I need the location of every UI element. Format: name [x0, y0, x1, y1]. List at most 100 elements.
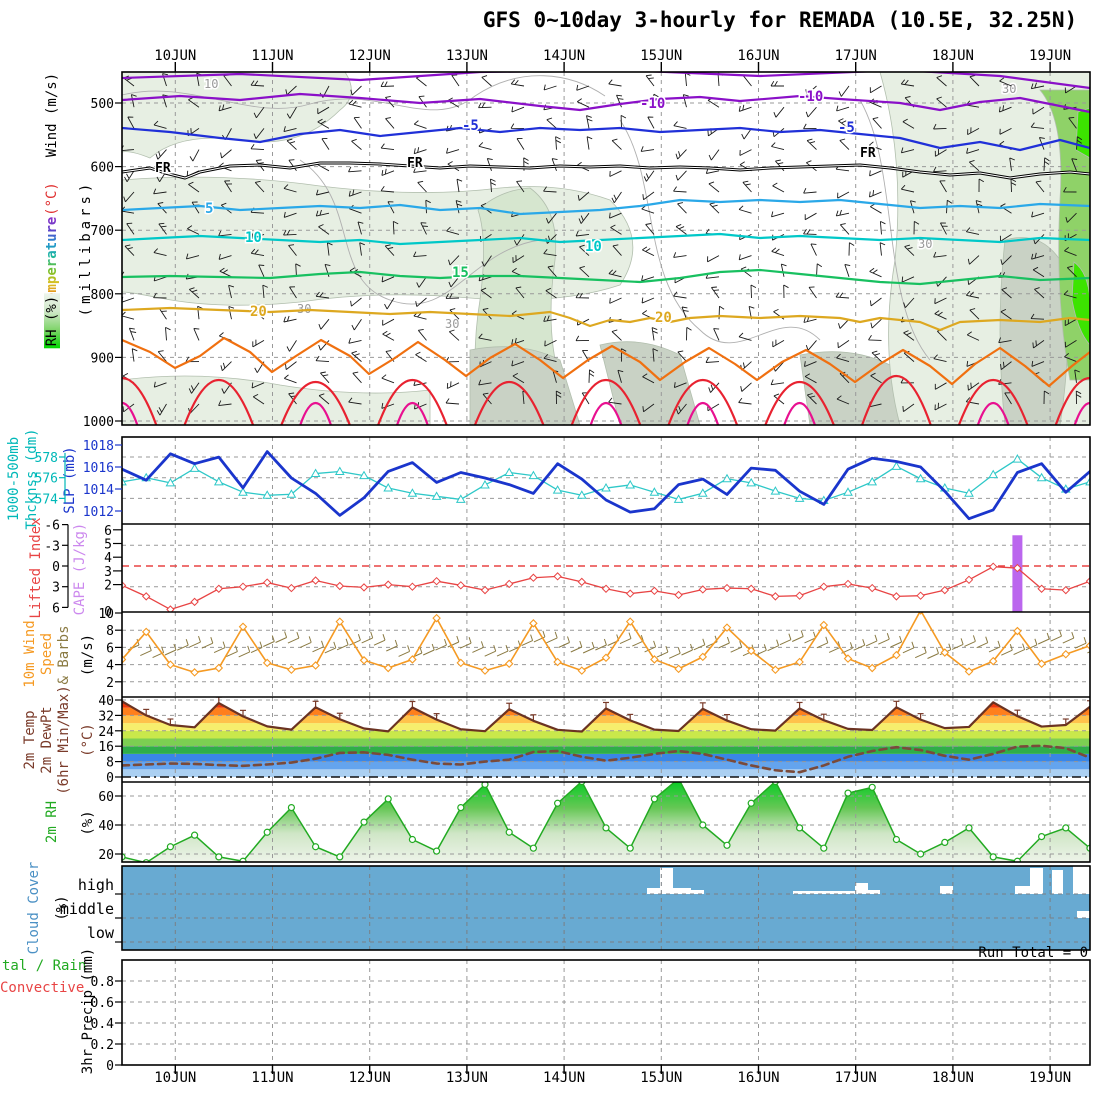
rh-marker	[360, 818, 368, 826]
wind10-barb	[755, 644, 767, 656]
wind-barb	[1032, 266, 1045, 278]
wind-barb	[153, 248, 167, 257]
wind-barb	[836, 353, 850, 363]
date-label-bottom: 17JUN	[835, 1070, 877, 1086]
wind-barb	[288, 159, 297, 172]
wind-barb	[708, 149, 720, 161]
wind-barb	[220, 149, 232, 159]
rh-marker	[844, 789, 852, 797]
thickness-marker	[310, 468, 321, 478]
pressure-tick: 800	[91, 288, 114, 303]
wind-barb	[645, 223, 655, 235]
wind-barb	[153, 188, 167, 195]
wind-barb	[1063, 186, 1077, 193]
cape-bar	[1012, 535, 1023, 612]
wind10-barb	[1001, 644, 1013, 656]
wind-barb	[771, 142, 785, 151]
thickness-marker	[649, 487, 660, 496]
wind-barb	[384, 244, 395, 256]
wind-barb	[481, 75, 492, 87]
wind-barb	[188, 382, 200, 394]
wind-barb	[318, 393, 330, 405]
wind-barb	[804, 212, 817, 221]
wind-barb	[1064, 353, 1077, 363]
rh-area	[122, 782, 1090, 862]
p8-border	[121, 959, 1091, 1066]
arc-30C	[183, 379, 255, 425]
wind-barb	[968, 159, 980, 172]
pressure-tick: 600	[91, 161, 114, 176]
li-marker	[383, 580, 393, 589]
wind-barb	[124, 244, 135, 256]
wind-barb	[348, 166, 362, 173]
wind-barb	[417, 328, 427, 341]
wind-barb	[839, 223, 850, 235]
rh-marker	[215, 853, 223, 861]
wind-barb	[1031, 211, 1045, 218]
wind-barb	[1000, 308, 1012, 320]
wind-barb	[770, 379, 785, 386]
wind10-barb	[361, 631, 374, 644]
cloud-bar-high	[647, 888, 660, 894]
wind10-barb	[238, 645, 251, 658]
thickness-marker	[867, 476, 878, 486]
wind-tick: 6	[106, 641, 114, 656]
cape-tick: 4	[104, 551, 112, 566]
li-marker	[504, 579, 514, 589]
wind10-barb	[902, 641, 915, 654]
arc-30C	[957, 379, 1029, 425]
wind-barb	[448, 276, 460, 288]
wind-barb	[185, 253, 200, 260]
wind-barb	[385, 117, 395, 129]
wind-barb	[126, 222, 135, 235]
wind-barb	[445, 398, 460, 405]
contour-label: 20	[250, 304, 267, 320]
wind-barb	[837, 340, 850, 349]
cloud-bar-high	[660, 868, 673, 894]
wind-barb	[486, 158, 493, 171]
contour-label: -10	[640, 96, 665, 112]
thickness-tick: 578	[35, 451, 58, 466]
wind10-marker	[122, 655, 127, 664]
temp-band	[122, 761, 1090, 770]
wind-barb	[415, 351, 427, 362]
wind10-barb	[484, 645, 497, 657]
wind10-marker	[1061, 650, 1071, 659]
wind-barb	[318, 340, 330, 351]
wind-barb	[320, 371, 330, 384]
date-label-bottom: 13JUN	[446, 1070, 488, 1086]
wind-barb	[153, 120, 167, 129]
wind10-marker	[577, 666, 587, 675]
wind-barb	[1030, 313, 1045, 320]
p8-group	[122, 960, 1090, 1065]
wind-barb	[218, 253, 232, 260]
pressure-tick: 900	[91, 351, 114, 366]
wind10-barb	[890, 635, 903, 648]
li-marker	[843, 579, 853, 589]
contour-label: 15	[452, 265, 469, 281]
rh-marker	[795, 824, 804, 832]
wind-barb	[165, 326, 171, 341]
wind-barb	[904, 244, 915, 256]
wind-barb	[838, 318, 850, 329]
wind-barb	[413, 147, 427, 155]
contour-label: 20	[655, 310, 672, 326]
wind-barb	[902, 403, 915, 412]
wind-barb	[380, 81, 395, 88]
li-marker	[1061, 585, 1071, 595]
wind-barb	[283, 315, 297, 323]
wind-barb	[803, 123, 817, 130]
wind10-marker	[456, 658, 466, 668]
wind-barb	[675, 149, 687, 160]
wind-barb	[543, 315, 557, 322]
wind10-barb	[447, 635, 460, 648]
wind-barb	[998, 105, 1012, 113]
wind-barb	[262, 284, 268, 299]
wind-barb	[543, 354, 557, 363]
thickness-marker	[576, 490, 587, 499]
arc-30C	[473, 381, 545, 425]
p6-group	[122, 782, 1090, 862]
wind-barb	[771, 211, 785, 218]
wind-barb	[611, 138, 622, 150]
wind-barb	[253, 106, 265, 119]
